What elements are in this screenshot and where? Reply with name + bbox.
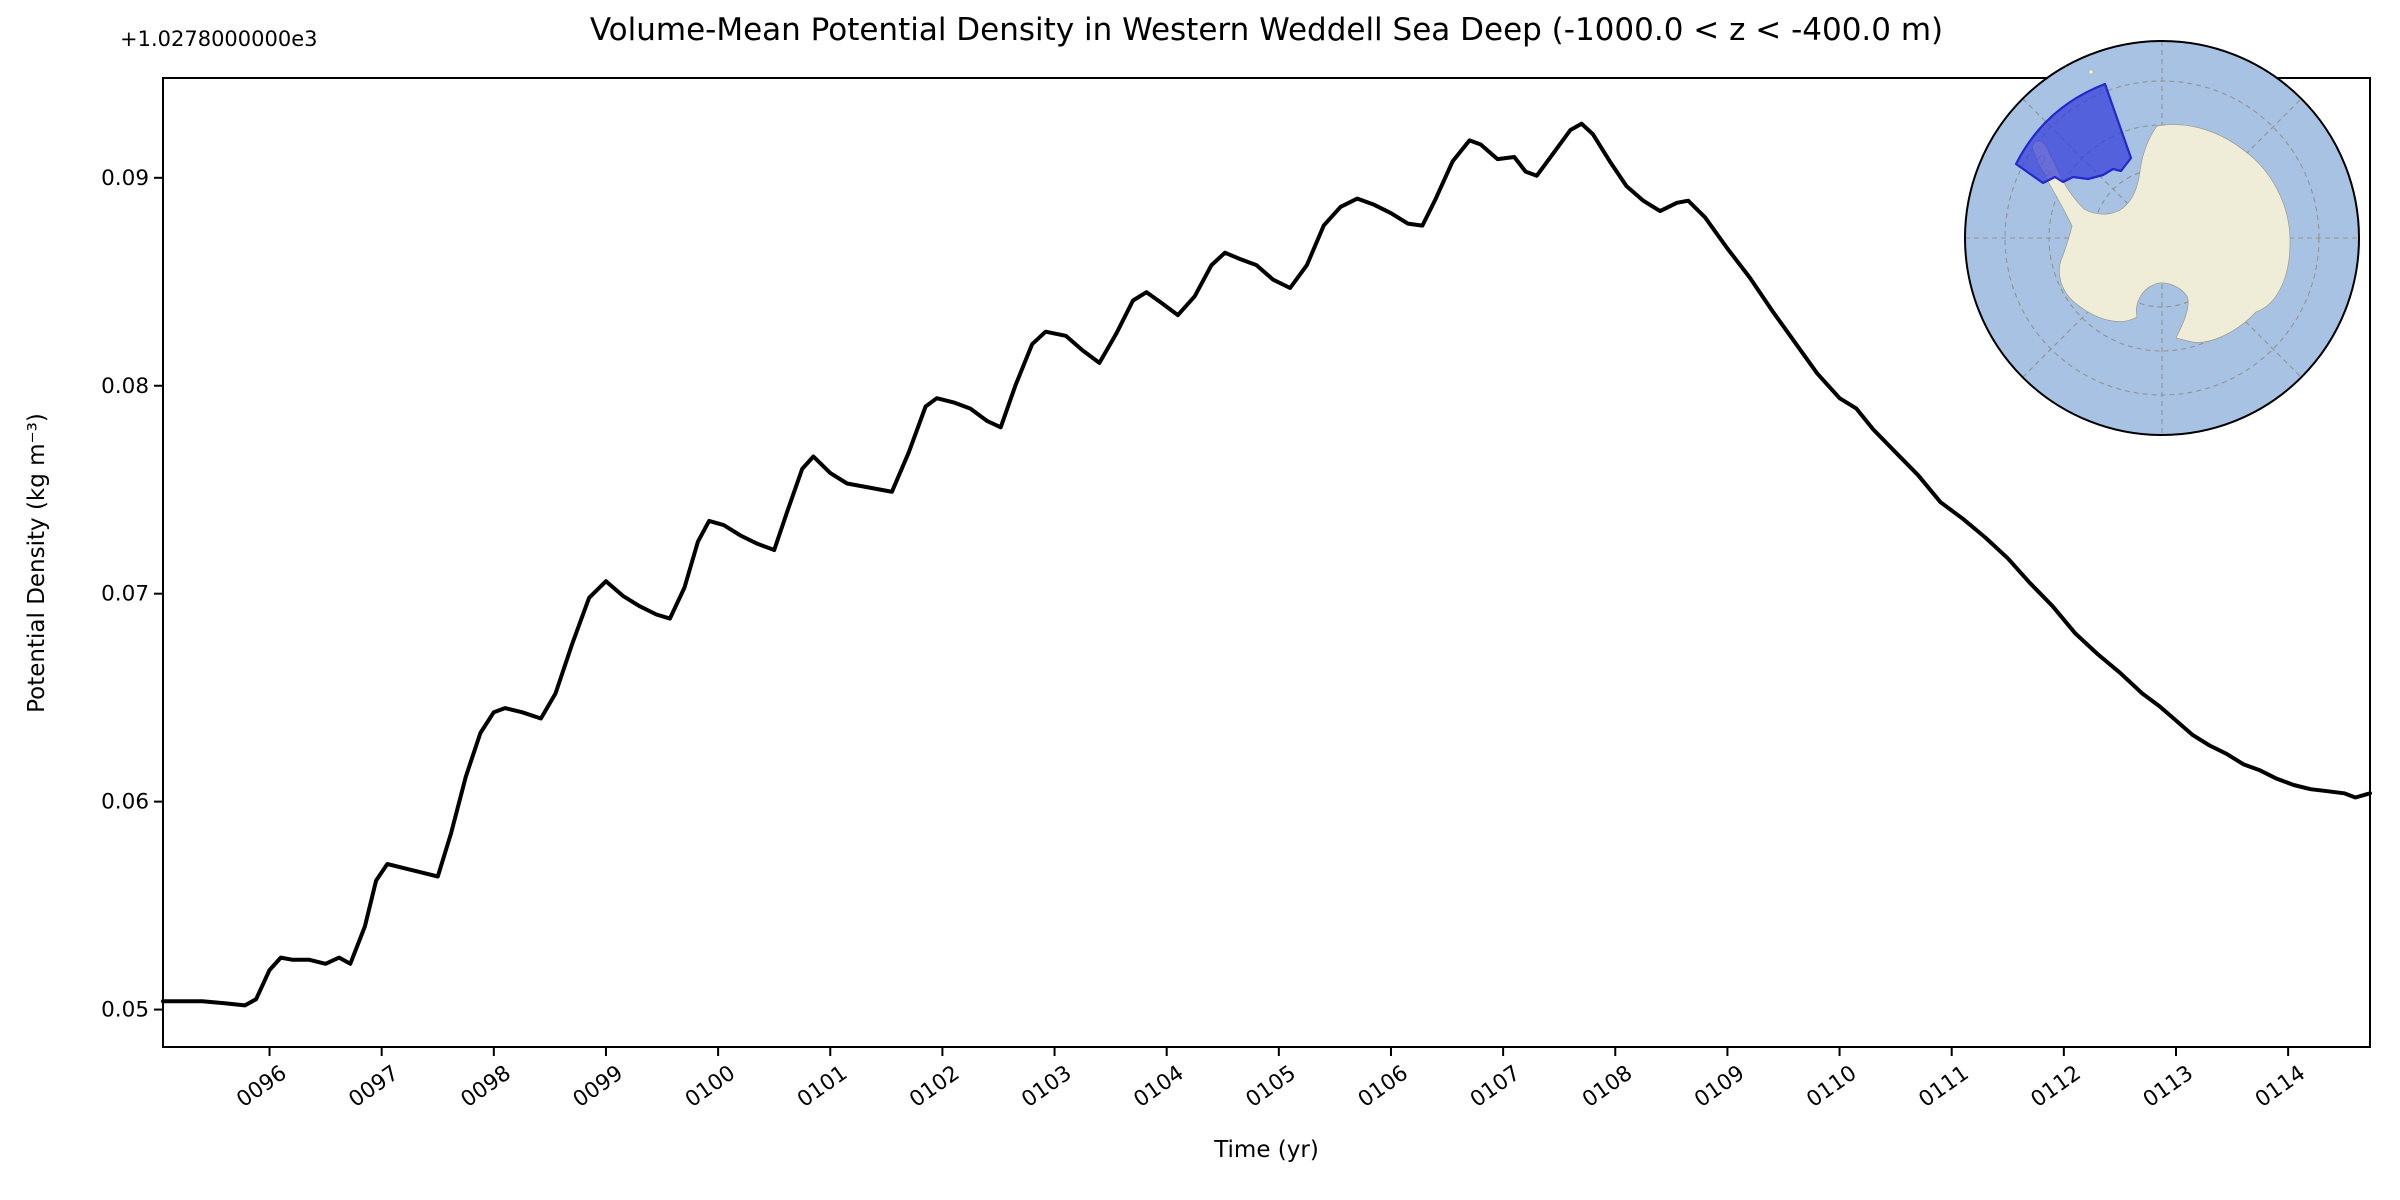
y-tick-label: 0.06 — [101, 790, 149, 815]
y-tick-label: 0.07 — [101, 582, 149, 607]
x-tick-label: 0103 — [1017, 1061, 1076, 1113]
x-tick-label: 0109 — [1690, 1061, 1749, 1113]
x-tick-label: 0105 — [1242, 1061, 1301, 1113]
x-tick-label: 0106 — [1354, 1061, 1413, 1113]
region-of-interest-western-weddell-sea — [2014, 82, 2133, 185]
x-tick-label: 0113 — [2139, 1061, 2198, 1113]
x-axis-label: Time (yr) — [1214, 1137, 1319, 1163]
y-axis-offset-text: +1.0278000000e3 — [120, 27, 318, 51]
map-island — [2088, 69, 2094, 75]
x-tick-label: 0102 — [905, 1061, 964, 1113]
x-tick-label: 0096 — [232, 1061, 291, 1113]
x-tick-label: 0101 — [793, 1061, 852, 1113]
x-tick-label: 0114 — [2251, 1061, 2310, 1113]
axes-frame — [162, 77, 2371, 1048]
y-tick-label: 0.08 — [101, 374, 149, 399]
y-tick-label: 0.05 — [101, 998, 149, 1023]
x-tick-label: 0107 — [1466, 1061, 1525, 1113]
y-tick-label: 0.09 — [101, 166, 149, 191]
x-tick-label: 0104 — [1129, 1061, 1188, 1113]
x-tick-label: 0099 — [569, 1061, 628, 1113]
x-tick-label: 0111 — [1914, 1061, 1973, 1113]
map-outline — [1964, 40, 2360, 436]
x-tick-label: 0098 — [457, 1061, 516, 1113]
x-tick-label: 0108 — [1578, 1061, 1637, 1113]
chart-title: Volume-Mean Potential Density in Western… — [589, 12, 1944, 48]
x-tick-label: 0112 — [2027, 1061, 2086, 1113]
antarctica-map-inset — [1964, 40, 2360, 436]
x-tick-label: 0097 — [344, 1061, 403, 1113]
x-tick-label: 0110 — [1802, 1061, 1861, 1113]
y-axis-label: Potential Density (kg m⁻³) — [24, 413, 50, 713]
density-time-series-line — [161, 121, 2372, 1008]
x-tick-label: 0100 — [681, 1061, 740, 1113]
